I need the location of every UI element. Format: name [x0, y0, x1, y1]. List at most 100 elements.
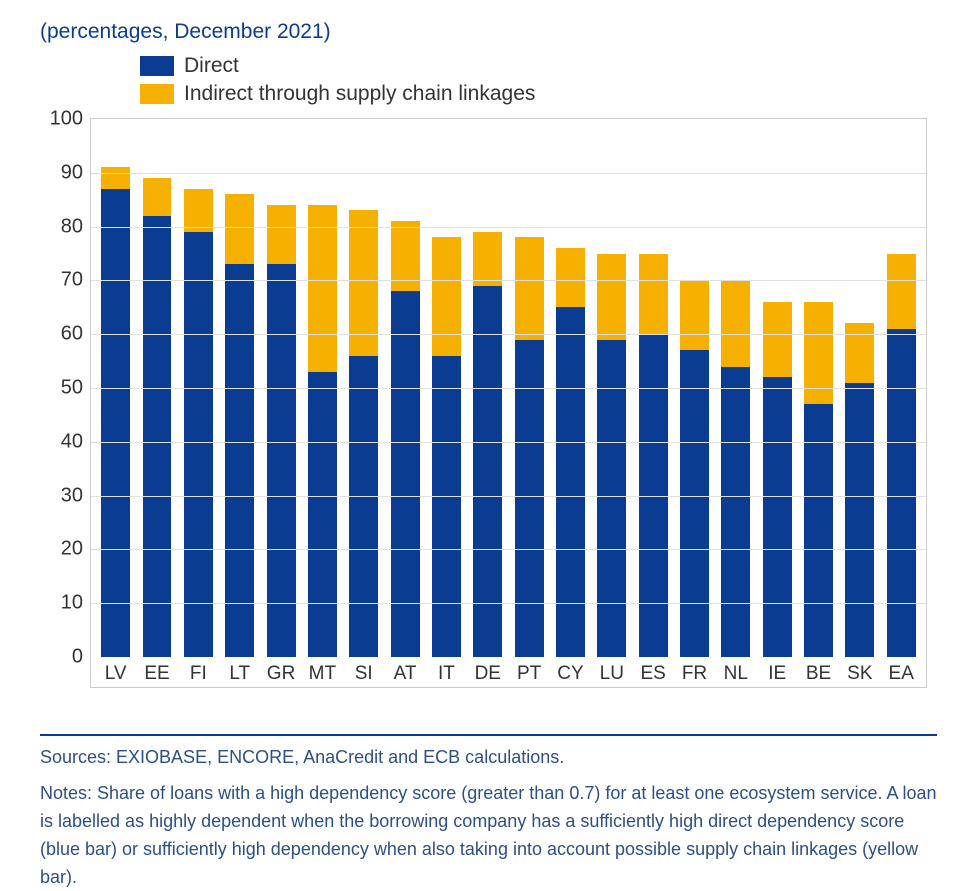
bar-segment [721, 280, 750, 366]
bar [267, 205, 296, 657]
bar-segment [391, 291, 420, 657]
bar-segment [101, 189, 130, 657]
xtick-label: IE [757, 657, 798, 685]
bar [391, 221, 420, 657]
chart-area: LVEEFILTGRMTSIATITDEPTCYLUESFRNLIEBESKEA… [90, 118, 927, 688]
bar [349, 210, 378, 657]
gridline [91, 496, 926, 497]
legend-label: Direct [184, 54, 239, 78]
bar-segment [556, 307, 585, 657]
bar-segment [308, 205, 337, 372]
bar [473, 232, 502, 657]
footer-rule [40, 734, 937, 736]
xtick-label: DE [467, 657, 508, 685]
bar-segment [763, 377, 792, 657]
chart-subtitle: (percentages, December 2021) [40, 20, 937, 44]
bar [143, 178, 172, 657]
legend-item: Indirect through supply chain linkages [140, 82, 937, 106]
bar-segment [184, 189, 213, 232]
ytick-label: 70 [61, 269, 91, 292]
plot-region: LVEEFILTGRMTSIATITDEPTCYLUESFRNLIEBESKEA… [91, 119, 926, 657]
xtick-label: LU [591, 657, 632, 685]
bar [845, 323, 874, 657]
bar-segment [308, 372, 337, 657]
bar-segment [763, 302, 792, 377]
xtick-label: GR [260, 657, 301, 685]
xtick-label: IT [426, 657, 467, 685]
xtick-label: LT [219, 657, 260, 685]
bar [515, 237, 544, 657]
bar-segment [225, 264, 254, 657]
chart-container: (percentages, December 2021) Direct Indir… [0, 0, 977, 881]
bar [721, 280, 750, 657]
bar-segment [639, 254, 668, 335]
bar-segment [887, 329, 916, 657]
bar-segment [225, 194, 254, 264]
bar [308, 205, 337, 657]
ytick-label: 100 [50, 108, 91, 131]
xtick-label: FR [674, 657, 715, 685]
ytick-label: 80 [61, 215, 91, 238]
bar-segment [143, 216, 172, 657]
footer-sources: Sources: EXIOBASE, ENCORE, AnaCredit and… [40, 744, 937, 772]
ytick-label: 20 [61, 538, 91, 561]
legend: Direct Indirect through supply chain link… [140, 54, 937, 106]
gridline [91, 603, 926, 604]
bar-segment [887, 254, 916, 329]
bar [597, 254, 626, 658]
xtick-label: EA [881, 657, 922, 685]
xtick-label: AT [384, 657, 425, 685]
xtick-label: BE [798, 657, 839, 685]
bar [680, 280, 709, 657]
xtick-label: ES [632, 657, 673, 685]
gridline [91, 334, 926, 335]
bar [225, 194, 254, 657]
xtick-label: SK [839, 657, 880, 685]
xtick-label: EE [136, 657, 177, 685]
bar-segment [556, 248, 585, 307]
ytick-label: 90 [61, 161, 91, 184]
bar-segment [349, 356, 378, 657]
gridline [91, 280, 926, 281]
bar-segment [845, 323, 874, 382]
xtick-label: LV [95, 657, 136, 685]
bar-segment [101, 167, 130, 189]
bar-segment [432, 356, 461, 657]
bar-segment [267, 205, 296, 264]
bar-segment [267, 264, 296, 657]
bar-segment [845, 383, 874, 657]
bar [639, 254, 668, 658]
bar [887, 254, 916, 658]
footer-notes: Notes: Share of loans with a high depend… [40, 780, 937, 891]
ytick-label: 30 [61, 484, 91, 507]
legend-label: Indirect through supply chain linkages [184, 82, 535, 106]
xtick-label: MT [302, 657, 343, 685]
bar [101, 167, 130, 657]
legend-item: Direct [140, 54, 937, 78]
bar-segment [680, 280, 709, 350]
bar-segment [721, 367, 750, 658]
xtick-label: SI [343, 657, 384, 685]
ytick-label: 40 [61, 430, 91, 453]
xtick-label: PT [508, 657, 549, 685]
xtick-label: NL [715, 657, 756, 685]
bar-segment [184, 232, 213, 657]
bar [184, 189, 213, 657]
gridline [91, 227, 926, 228]
gridline [91, 549, 926, 550]
legend-swatch [140, 84, 174, 104]
gridline [91, 388, 926, 389]
bar [432, 237, 461, 657]
bar-segment [143, 178, 172, 216]
bar-segment [597, 254, 626, 340]
bar-segment [473, 286, 502, 657]
ytick-label: 50 [61, 377, 91, 400]
xtick-label: CY [550, 657, 591, 685]
ytick-label: 10 [61, 592, 91, 615]
bar [556, 248, 585, 657]
gridline [91, 173, 926, 174]
legend-swatch [140, 56, 174, 76]
bar-segment [432, 237, 461, 355]
ytick-label: 60 [61, 323, 91, 346]
ytick-label: 0 [72, 646, 91, 669]
